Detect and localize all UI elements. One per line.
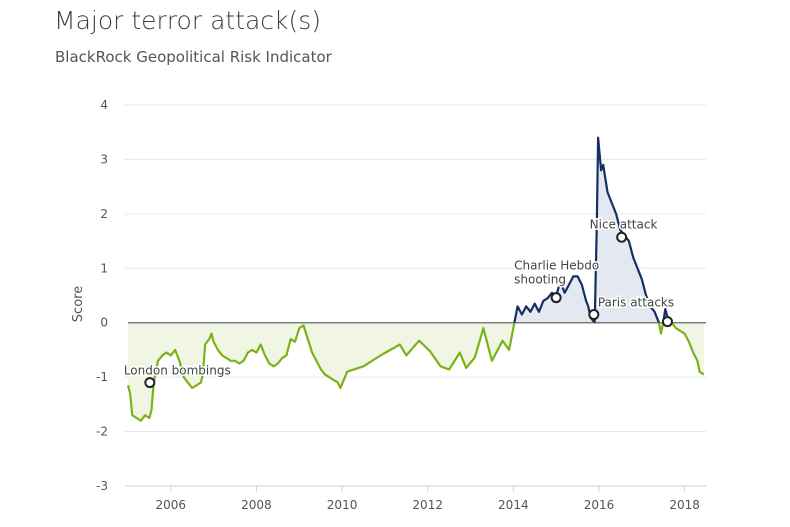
annotation-marker xyxy=(588,309,600,321)
annotation-marker xyxy=(550,292,562,304)
annotation-marker xyxy=(144,377,156,389)
x-tick-label: 2014 xyxy=(498,498,529,512)
areas xyxy=(128,137,704,421)
positive-area xyxy=(128,137,704,323)
annotation-label: Paris attacks xyxy=(598,296,674,310)
y-tick-label: 1 xyxy=(100,261,108,275)
y-tick-label: 2 xyxy=(100,207,108,221)
x-tick-label: 2006 xyxy=(156,498,187,512)
series-line-positive xyxy=(513,136,674,323)
x-tick-label: 2010 xyxy=(327,498,358,512)
y-tick-label: 0 xyxy=(100,316,108,330)
annotation-label: Nice attack xyxy=(590,217,658,231)
chart-subtitle: BlackRock Geopolitical Risk Indicator xyxy=(55,48,332,66)
y-tick-label: -3 xyxy=(96,479,108,493)
y-axis-ticks: -3 -2 -1 0 1 2 3 4 xyxy=(96,98,108,493)
x-axis-ticks: 2006 2008 2010 2012 2014 2016 2018 xyxy=(156,486,700,512)
series-line-negative xyxy=(126,322,705,422)
x-tick-label: 2018 xyxy=(669,498,700,512)
negative-area xyxy=(128,322,704,421)
annotation-marker xyxy=(616,231,628,243)
annotation-label: London bombings xyxy=(124,364,231,378)
x-tick-label: 2016 xyxy=(584,498,615,512)
series-lines xyxy=(126,136,705,422)
annotation-label: shooting xyxy=(514,273,566,287)
annotation-label: Charlie Hebdo xyxy=(514,259,599,273)
y-tick-label: 4 xyxy=(100,98,108,112)
y-tick-label: -1 xyxy=(96,370,108,384)
chart-title: Major terror attack(s) xyxy=(54,6,322,35)
y-tick-label: 3 xyxy=(100,152,108,166)
y-tick-label: -2 xyxy=(96,425,108,439)
y-axis-label: Score xyxy=(71,286,86,322)
x-tick-label: 2012 xyxy=(412,498,443,512)
annotation-marker xyxy=(661,316,673,328)
x-tick-label: 2008 xyxy=(241,498,272,512)
